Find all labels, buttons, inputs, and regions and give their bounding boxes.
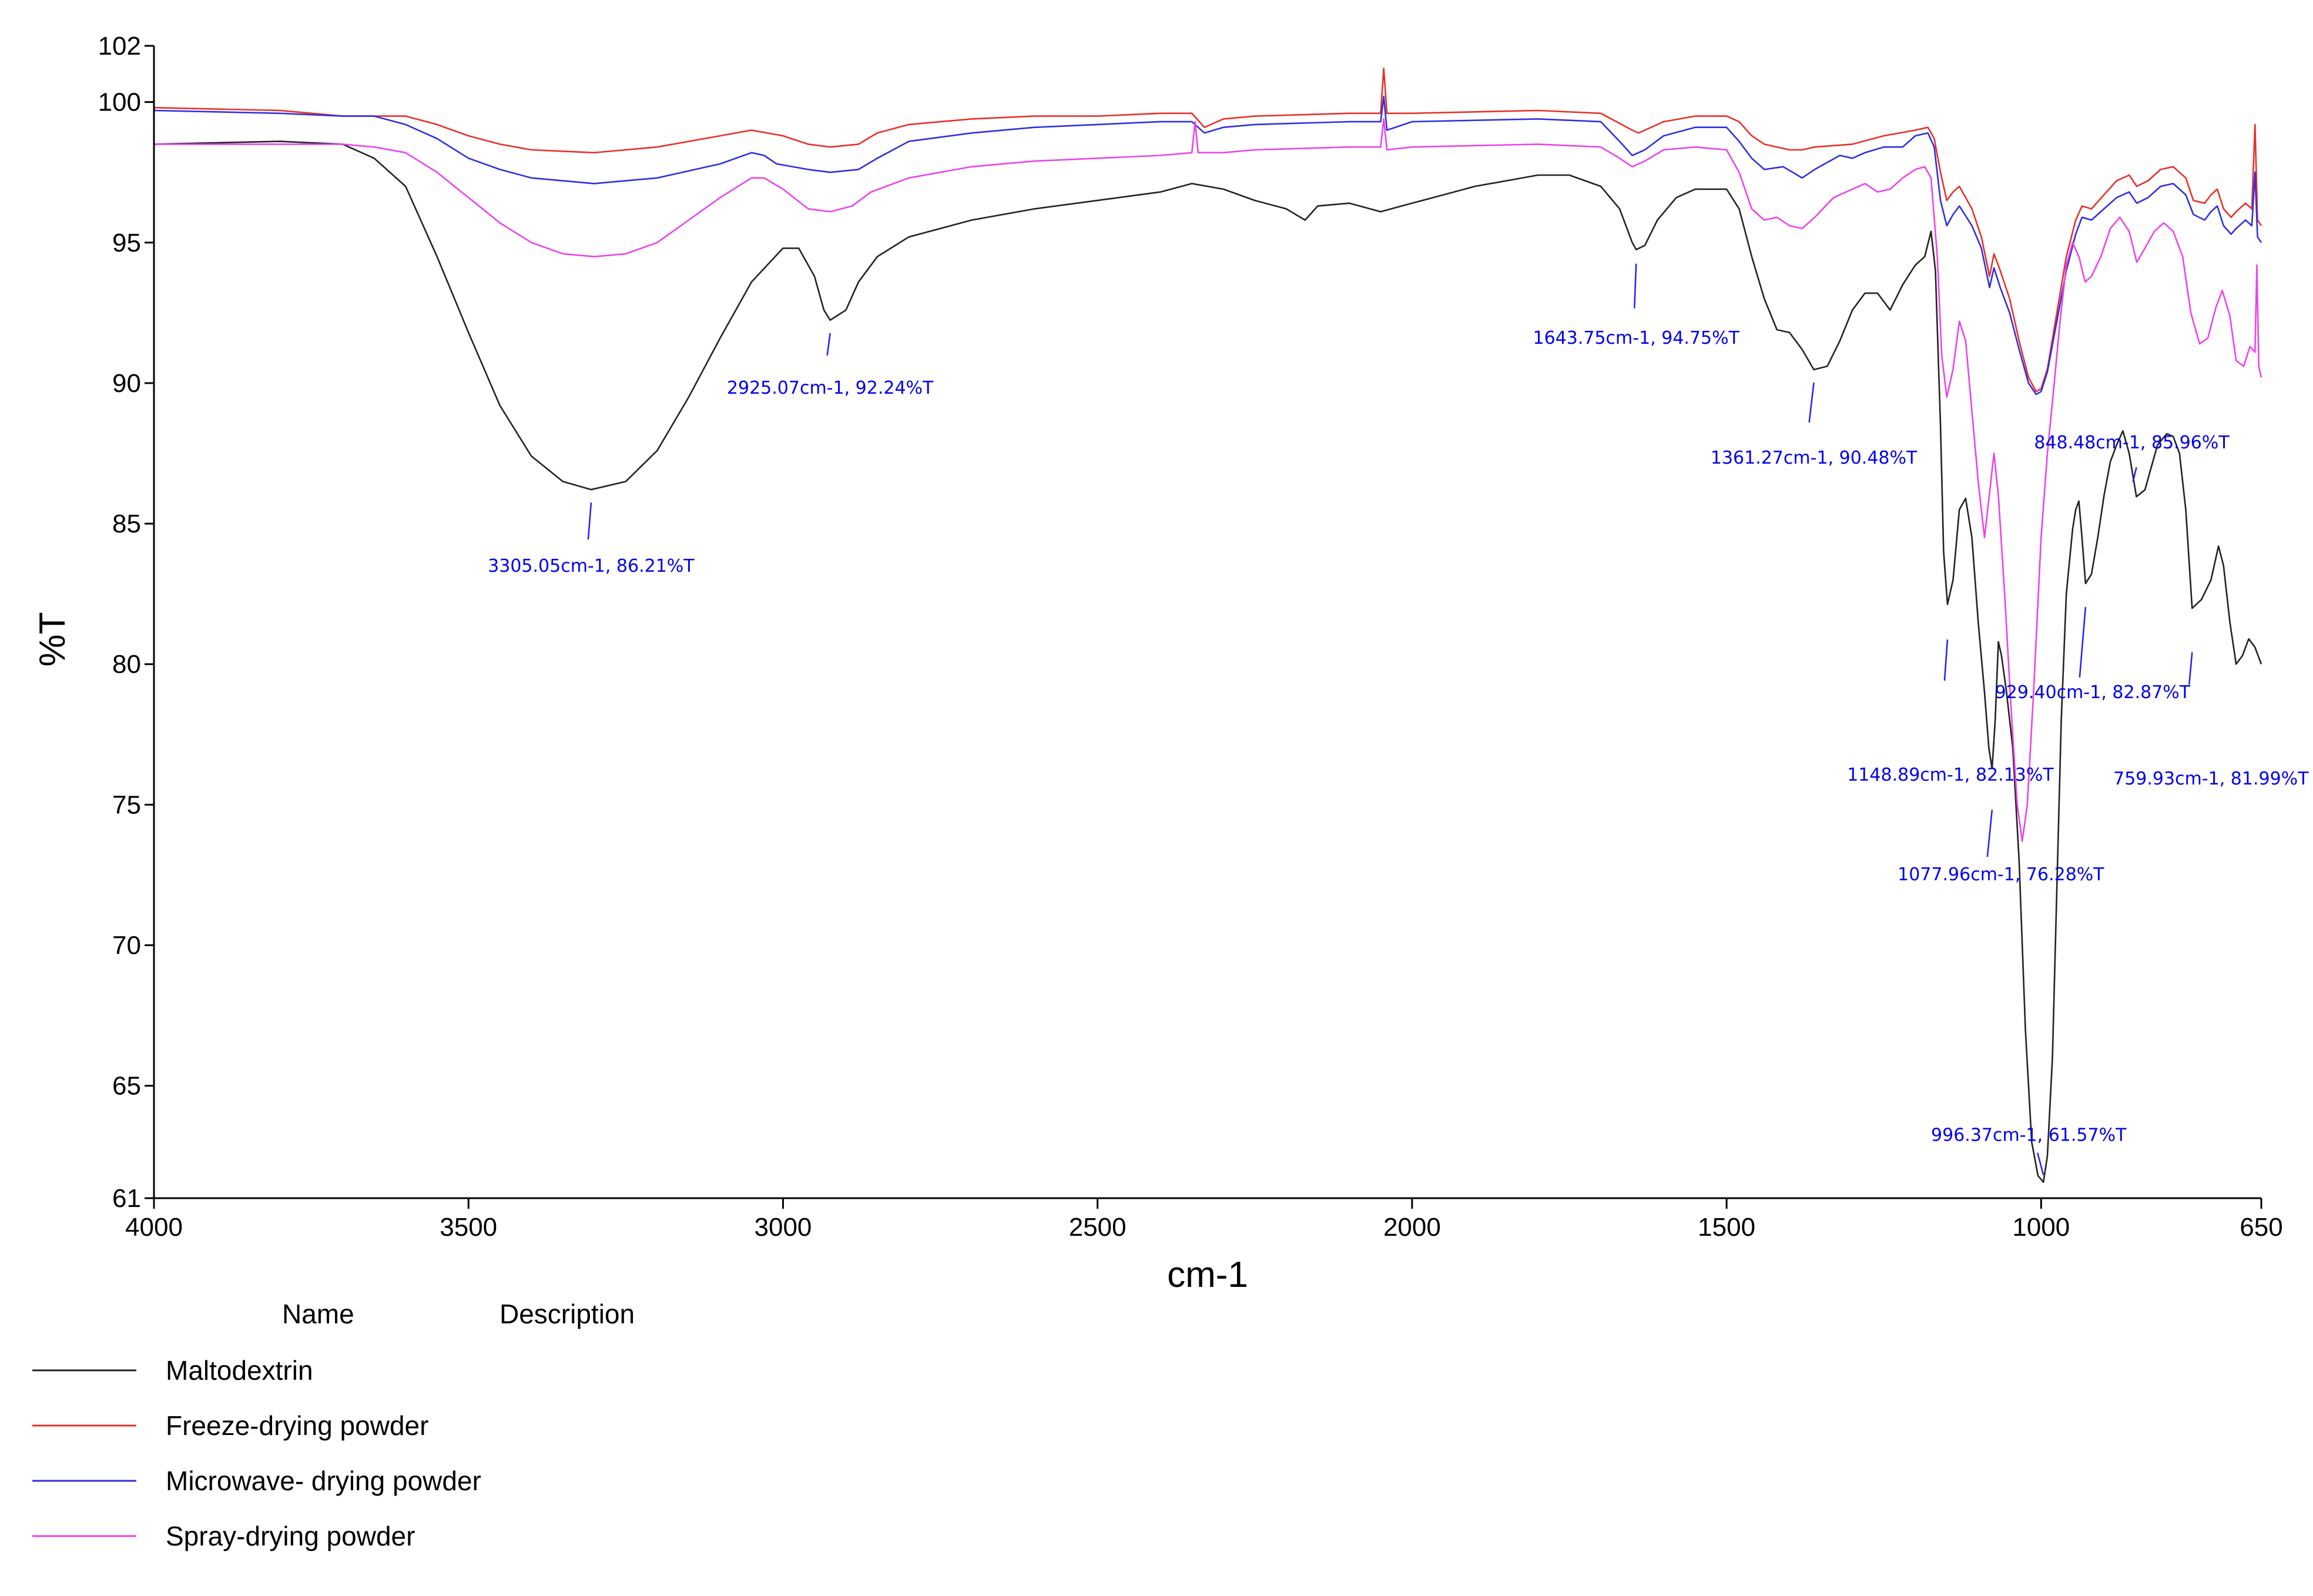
- annotation-leader: [2079, 606, 2087, 678]
- y-tick-label: 100: [98, 88, 141, 117]
- legend-label: Maltodextrin: [166, 1355, 313, 1386]
- y-tick-label: 90: [112, 369, 141, 398]
- x-tick-label: 650: [2240, 1213, 2282, 1242]
- y-tick-label: 61: [112, 1184, 141, 1213]
- y-tick-label: 80: [112, 650, 141, 679]
- annotation-leader: [1633, 263, 1637, 309]
- series-line-spray-drying-powder: [154, 118, 2262, 842]
- annotation-label: 929.40cm-1, 82.87%T: [1995, 682, 2191, 703]
- annotation-label: 3305.05cm-1, 86.21%T: [488, 556, 695, 576]
- x-tick-label: 1000: [2012, 1213, 2070, 1242]
- series-line-freeze-drying-powder: [153, 68, 2262, 393]
- annotation-leader: [1986, 810, 1993, 857]
- annotation-label: 996.37cm-1, 61.57%T: [1931, 1125, 2127, 1146]
- x-tick-label: 2500: [1069, 1213, 1127, 1242]
- legend-name-header: Name: [282, 1299, 354, 1329]
- x-tick-label: 3500: [440, 1213, 497, 1242]
- y-ticks: 102 100 95 90 85 80 75 70 65 61: [98, 32, 154, 1213]
- y-tick-label: 85: [112, 509, 141, 538]
- series-line-microwave-drying-powder: [153, 95, 2262, 395]
- annotation-label: 2925.07cm-1, 92.24%T: [727, 378, 934, 398]
- annotation-label: 759.93cm-1, 81.99%T: [2113, 769, 2309, 789]
- annotation-leader: [2132, 467, 2137, 482]
- annotation-label: 848.48cm-1, 85.96%T: [2034, 432, 2230, 453]
- annotation-leader: [1808, 382, 1815, 423]
- y-axis-title: %T: [32, 612, 73, 667]
- annotation-leader: [587, 502, 592, 540]
- annotation-leader: [2188, 652, 2193, 685]
- annotation-leader: [826, 333, 831, 356]
- series-line-maltodextrin: [153, 140, 2262, 1183]
- legend-label: Microwave- drying powder: [166, 1466, 481, 1496]
- x-tick-label: 1500: [1698, 1213, 1755, 1242]
- x-tick-label: 4000: [125, 1213, 183, 1242]
- annotation-label: 1077.96cm-1, 76.28%T: [1898, 864, 2104, 885]
- x-tick-label: 3000: [755, 1213, 812, 1242]
- x-tick-label: 2000: [1383, 1213, 1441, 1242]
- y-tick-label: 102: [98, 32, 141, 61]
- legend-label: Spray-drying powder: [166, 1521, 415, 1551]
- y-tick-label: 95: [112, 229, 141, 257]
- annotation-layer: 3305.05cm-1, 86.21%T 2925.07cm-1, 92.24%T…: [488, 263, 2309, 1176]
- annotation-label: 1148.89cm-1, 82.13%T: [1847, 765, 2054, 785]
- axes: 102 100 95 90 85 80 75 70 65 61 4000 3500 3000 2500 2…: [32, 32, 2283, 1295]
- series-layer: [153, 68, 2262, 1183]
- x-ticks: 4000 3500 3000 2500 2000 1500 1000 650: [125, 1198, 2283, 1242]
- legend-items: Maltodextrin Freeze-drying powder Microwav…: [32, 1355, 481, 1551]
- annotation-leader: [2037, 1152, 2044, 1176]
- y-tick-label: 75: [112, 790, 141, 819]
- legend-label: Freeze-drying powder: [166, 1410, 428, 1441]
- x-axis-title: cm-1: [1167, 1255, 1248, 1295]
- annotation-label: 1361.27cm-1, 90.48%T: [1711, 448, 1918, 468]
- y-tick-label: 70: [112, 931, 141, 960]
- annotation-label: 1643.75cm-1, 94.75%T: [1533, 328, 1740, 348]
- annotation-leader: [1943, 639, 1949, 681]
- y-tick-label: 65: [112, 1072, 141, 1101]
- legend-description-header: Description: [500, 1299, 635, 1329]
- legend: Name Description Maltodextrin Freeze-dryi…: [32, 1299, 635, 1551]
